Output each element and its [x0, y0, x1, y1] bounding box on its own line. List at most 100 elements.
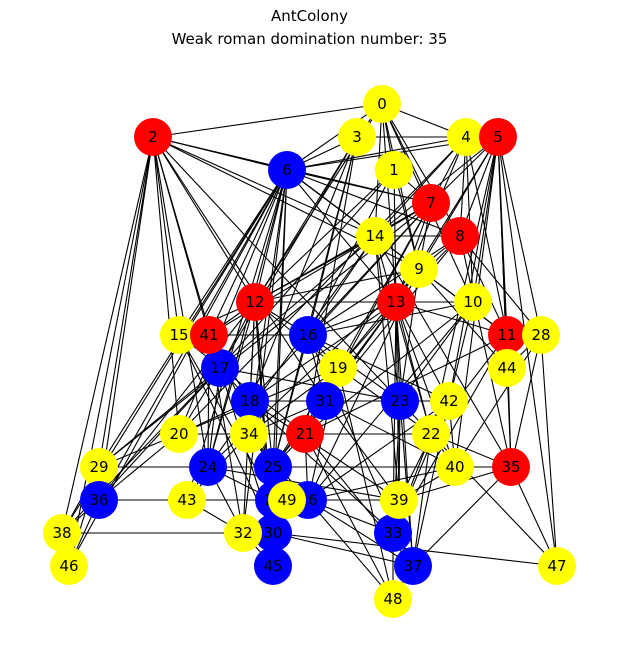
node-38: 38 [43, 514, 81, 552]
node-13: 13 [377, 283, 415, 321]
node-circle-43 [168, 481, 206, 519]
edge-9-12 [254, 268, 420, 303]
node-label-43: 43 [177, 491, 196, 509]
edge-0-6 [286, 103, 383, 171]
node-12: 12 [236, 283, 274, 321]
chart-subtitle: Weak roman domination number: 35 [171, 30, 448, 48]
node-label-44: 44 [497, 359, 516, 377]
edge-2-15 [152, 136, 180, 336]
node-14: 14 [356, 217, 394, 255]
edge-13-22 [395, 301, 432, 435]
edge-17-36 [98, 367, 221, 501]
node-circle-12 [236, 283, 274, 321]
edge-8-16 [307, 235, 461, 336]
node-circle-10 [454, 283, 492, 321]
edge-1-12 [254, 169, 395, 303]
node-circle-6 [268, 151, 306, 189]
node-label-14: 14 [365, 227, 384, 245]
edge-6-9 [286, 169, 420, 270]
edge-14-35 [374, 235, 512, 468]
node-label-4: 4 [461, 128, 471, 146]
node-42: 42 [430, 382, 468, 420]
node-49: 49 [268, 481, 306, 519]
node-circle-37 [394, 547, 432, 585]
node-label-2: 2 [148, 128, 158, 146]
node-circle-15 [160, 316, 198, 354]
node-circle-19 [319, 349, 357, 387]
node-label-49: 49 [277, 491, 296, 509]
node-circle-46 [50, 547, 88, 585]
node-label-30: 30 [263, 524, 282, 542]
node-circle-41 [190, 316, 228, 354]
node-label-47: 47 [547, 557, 566, 575]
node-label-28: 28 [531, 326, 550, 344]
node-circle-3 [338, 118, 376, 156]
node-circle-7 [412, 184, 450, 222]
node-circle-8 [441, 217, 479, 255]
edge-2-20 [152, 136, 180, 435]
edge-14-16 [307, 235, 376, 336]
node-label-15: 15 [169, 326, 188, 344]
node-circle-14 [356, 217, 394, 255]
node-16: 16 [289, 316, 327, 354]
node-29: 29 [80, 448, 118, 486]
node-label-21: 21 [295, 425, 314, 443]
node-1: 1 [375, 151, 413, 189]
edge-4-11 [465, 136, 508, 336]
node-label-18: 18 [240, 392, 259, 410]
node-label-0: 0 [377, 95, 387, 113]
edge-17-23 [219, 367, 401, 402]
node-48: 48 [374, 580, 412, 618]
node-circle-44 [488, 349, 526, 387]
node-label-7: 7 [426, 194, 436, 212]
edge-2-23 [152, 136, 401, 402]
node-label-48: 48 [383, 590, 402, 608]
node-6: 6 [268, 151, 306, 189]
node-36: 36 [80, 481, 118, 519]
edge-19-48 [337, 367, 394, 600]
node-44: 44 [488, 349, 526, 387]
edge-3-18 [249, 136, 358, 402]
node-label-16: 16 [298, 326, 317, 344]
edge-2-29 [98, 136, 154, 468]
edge-26-48 [307, 499, 394, 600]
node-label-36: 36 [89, 491, 108, 509]
edge-8-28 [459, 235, 542, 336]
node-label-1: 1 [389, 161, 399, 179]
node-7: 7 [412, 184, 450, 222]
node-32: 32 [224, 514, 262, 552]
node-label-3: 3 [352, 128, 362, 146]
node-5: 5 [479, 118, 517, 156]
node-label-9: 9 [414, 260, 424, 278]
edge-9-19 [337, 268, 420, 369]
node-40: 40 [436, 448, 474, 486]
node-circle-38 [43, 514, 81, 552]
node-circle-2 [134, 118, 172, 156]
node-circle-42 [430, 382, 468, 420]
node-label-31: 31 [315, 392, 334, 410]
edge-12-24 [207, 301, 256, 468]
node-10: 10 [454, 283, 492, 321]
edge-2-14 [152, 136, 376, 237]
node-circle-20 [160, 415, 198, 453]
node-15: 15 [160, 316, 198, 354]
edge-1-16 [307, 169, 395, 336]
node-45: 45 [254, 547, 292, 585]
edge-6-32 [242, 169, 288, 534]
node-circle-40 [436, 448, 474, 486]
edge-14-39 [374, 235, 400, 501]
edge-31-39 [324, 400, 400, 501]
node-circle-47 [538, 547, 576, 585]
node-label-37: 37 [403, 557, 422, 575]
edge-40-26 [307, 466, 456, 501]
node-46: 46 [50, 547, 88, 585]
node-label-10: 10 [463, 293, 482, 311]
node-circle-35 [492, 448, 530, 486]
node-circle-4 [447, 118, 485, 156]
node-label-33: 33 [383, 524, 402, 542]
node-28: 28 [522, 316, 560, 354]
node-23: 23 [381, 382, 419, 420]
node-47: 47 [538, 547, 576, 585]
node-circle-33 [374, 514, 412, 552]
node-circle-11 [488, 316, 526, 354]
